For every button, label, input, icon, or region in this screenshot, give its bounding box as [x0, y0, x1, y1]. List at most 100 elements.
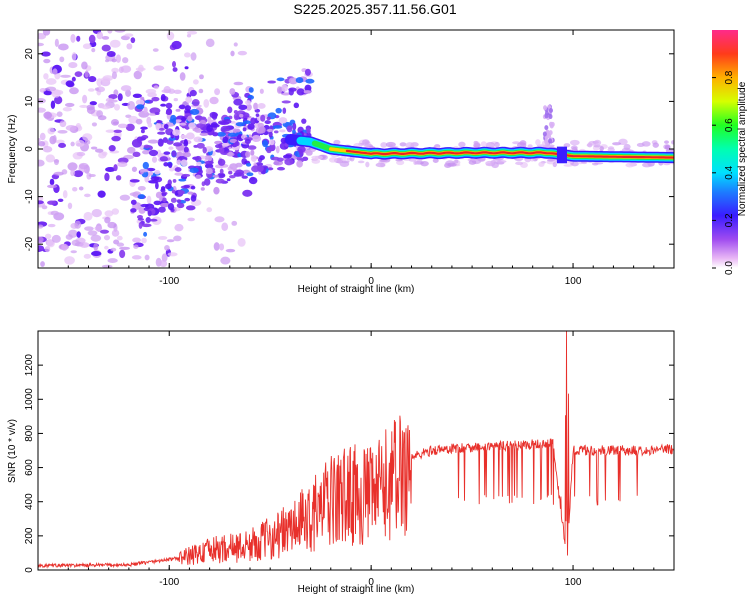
spectrogram-noise-blob [67, 162, 78, 171]
spectrogram-noise-blob [93, 242, 99, 251]
spectrogram-cone-blob [304, 84, 312, 92]
spectrogram-cone-blob [233, 113, 240, 121]
spectrogram-haze-blob [625, 162, 635, 168]
spectrogram-noise-blob [205, 38, 215, 48]
spectrogram-noise-blob [71, 76, 76, 82]
spectrogram-noise-blob [203, 98, 210, 108]
spectrogram-noise-blob [45, 154, 56, 163]
spectrogram-noise-blob [78, 162, 89, 170]
spectrogram-cone-blob [172, 178, 177, 183]
spectrogram-cone-blob [233, 110, 238, 114]
spectrogram-cone-blob [159, 156, 169, 162]
spectrogram-cone-blob [184, 105, 192, 111]
spectrogram-noise-blob [132, 237, 142, 243]
spectrogram-noise-blob [228, 170, 233, 175]
spectrogram-haze-blob [413, 160, 418, 165]
spectrogram-noise-blob [153, 85, 159, 90]
spectrogram-noise-blob [38, 137, 41, 142]
spectrogram-cone-blob [147, 210, 152, 217]
spectrogram-noise-blob [125, 123, 135, 132]
spectrogram-noise-blob [185, 205, 196, 211]
spectrogram-noise-blob [54, 38, 59, 47]
spectrogram-cone-blob [137, 136, 142, 144]
spectrogram-noise-blob [117, 123, 128, 129]
spectrogram-cone-blob [279, 129, 286, 133]
spectrogram-noise-blob [186, 30, 198, 35]
spectrogram-noise-blob [101, 264, 113, 268]
spectrogram-cone-blob [176, 202, 185, 209]
spectrogram-haze-blob [473, 140, 479, 145]
spectrogram-noise-blob [237, 238, 246, 247]
spectrogram-cone-blob [218, 147, 225, 154]
spectrogram-cone-blob [196, 123, 204, 129]
spectrogram-cone-blob [141, 135, 149, 139]
spectrogram-haze-blob [365, 161, 370, 168]
spectrogram-cone-blob [140, 96, 145, 101]
spectrogram-noise-blob [104, 172, 110, 182]
spectrogram-noise-blob [105, 167, 116, 172]
spectrogram-cone-blob [171, 150, 177, 157]
spectrogram-noise-blob [105, 97, 114, 103]
spectrogram-haze-blob [497, 160, 507, 163]
spectrogram-cone-blob [176, 199, 182, 203]
spectrogram-noise-blob [99, 229, 110, 234]
spectrogram-cone-blob [140, 129, 145, 134]
spectrogram-cone-blob [140, 203, 149, 208]
spectrogram-noise-blob [70, 141, 75, 147]
spectrogram-cone-blob [215, 144, 223, 149]
spectrogram-noise-blob [97, 115, 107, 121]
spectrogram-noise-blob [101, 35, 110, 40]
spectrogram-cone-blob [266, 116, 271, 121]
spectrogram-noise-blob [161, 89, 172, 94]
spectrogram-cone-blob [179, 122, 187, 126]
spectrogram-haze-blob [563, 143, 571, 148]
spectrogram-cone-blob [183, 152, 192, 158]
snr-ytick-label: 400 [24, 493, 35, 510]
spectrogram-noise-blob [38, 141, 46, 147]
spectrogram-haze-blob [516, 142, 527, 149]
spectrogram-cone-blob [258, 126, 266, 134]
spectrogram-noise-blob [104, 210, 114, 217]
spectrogram-cone-blob [296, 160, 303, 168]
colorbar-tick-label: 0.4 [724, 165, 735, 179]
spectrogram-cone-blob [275, 107, 282, 114]
spectrogram-noise-blob [218, 243, 225, 251]
spectrogram-noise-blob [38, 224, 44, 229]
spectrogram-noise-blob [173, 235, 182, 242]
spectrogram-noise-blob [104, 216, 111, 224]
spectrogram-haze-blob [607, 147, 615, 152]
snr-xtick-label: -100 [159, 577, 179, 588]
spectrogram-cone-blob [209, 96, 219, 105]
spectrogram-noise-blob [122, 57, 129, 64]
spectrogram-haze-blob [591, 162, 599, 166]
spectrogram-noise-blob [41, 87, 46, 92]
spectrogram-noise-blob [43, 58, 51, 64]
snr-series-line [38, 331, 674, 569]
spectrogram-spike-blob [550, 121, 555, 127]
spectrogram-haze-blob [447, 162, 457, 167]
spectrogram-cone-blob [226, 178, 231, 182]
spectrogram-noise-blob [119, 194, 131, 201]
spectrogram-noise-blob [171, 40, 182, 50]
spectrogram-cone-blob [245, 151, 251, 158]
spectrogram-cone-blob [217, 120, 227, 125]
spectrogram-haze-blob [314, 155, 323, 160]
spectrogram-haze-blob [664, 144, 671, 150]
spectrogram-noise-blob [137, 185, 146, 191]
spectrogram-cone-blob [142, 161, 149, 170]
spectrogram-haze-blob [357, 160, 365, 164]
spectrogram-noise-blob [43, 73, 49, 80]
spectrogram-noise-blob [133, 70, 142, 80]
spectrogram-cone-blob [278, 117, 288, 124]
spectrogram-noise-blob [54, 159, 59, 166]
spectrogram-noise-blob [65, 125, 77, 131]
spectrogram-cone-blob [183, 184, 191, 189]
spectrogram-noise-blob [233, 42, 238, 47]
spectrogram-cone-blob [167, 202, 175, 211]
spectrogram-noise-blob [84, 70, 89, 78]
spectrogram-noise-blob [91, 48, 96, 53]
spectrogram-ridge-gap [556, 146, 567, 164]
spectrogram-cone-blob [135, 118, 143, 125]
spectrogram-cone-blob [173, 142, 183, 147]
spectrogram-cone-blob [219, 173, 225, 177]
